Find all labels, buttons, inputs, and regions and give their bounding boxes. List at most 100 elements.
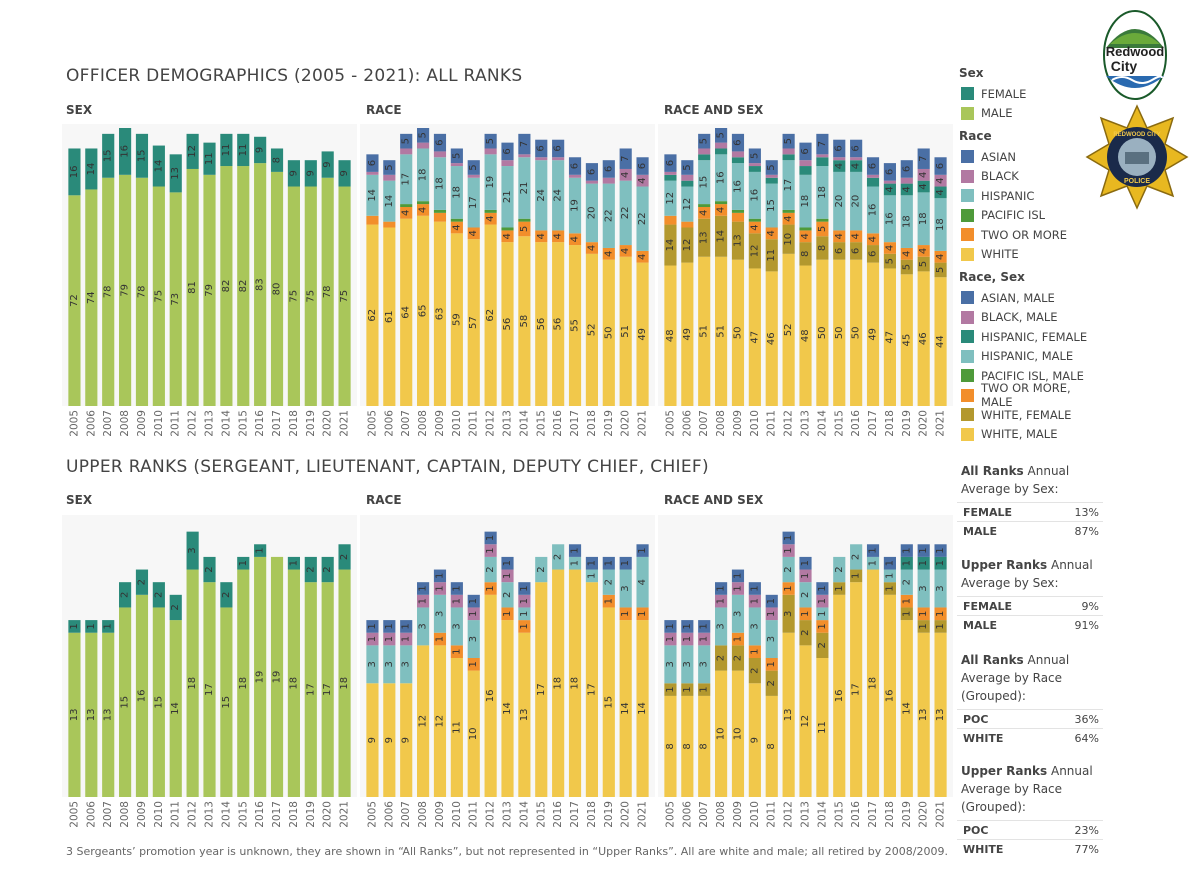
bar-segment[interactable] — [467, 658, 480, 671]
bar-segment[interactable] — [220, 607, 233, 797]
bar-segment[interactable] — [321, 582, 334, 797]
bar-segment[interactable] — [731, 645, 745, 671]
bar-segment[interactable] — [619, 256, 632, 406]
bar-segment[interactable] — [731, 163, 745, 210]
bar-segment[interactable] — [450, 233, 463, 406]
bar-segment[interactable] — [417, 148, 430, 202]
bar-segment[interactable] — [518, 594, 531, 608]
bar-segment[interactable] — [270, 171, 284, 406]
bar-segment[interactable] — [748, 218, 761, 222]
legend-item-black[interactable]: BLACK — [957, 167, 1097, 187]
bar-segment[interactable] — [731, 259, 745, 406]
bar-segment[interactable] — [383, 620, 396, 633]
bar-segment[interactable] — [866, 233, 880, 246]
bar-segment[interactable] — [552, 230, 565, 243]
bar-segment[interactable] — [383, 632, 396, 646]
bar-segment[interactable] — [450, 658, 463, 797]
bar-segment[interactable] — [484, 209, 497, 213]
bar-segment[interactable] — [883, 268, 896, 406]
bar-segment[interactable] — [900, 544, 913, 557]
bar-segment[interactable] — [799, 242, 812, 266]
legend-item-white-female[interactable]: WHITE, FEMALE — [957, 405, 1097, 425]
bar-segment[interactable] — [417, 128, 430, 143]
bar-segment[interactable] — [934, 556, 947, 570]
bar-segment[interactable] — [383, 227, 396, 406]
bar-segment[interactable] — [383, 683, 396, 797]
bar-segment[interactable] — [917, 632, 930, 797]
bar-segment[interactable] — [833, 242, 846, 260]
bar-segment[interactable] — [715, 645, 728, 671]
bar-segment[interactable] — [681, 221, 694, 228]
bar-segment[interactable] — [585, 556, 598, 570]
bar-segment[interactable] — [681, 695, 694, 797]
bar-segment[interactable] — [850, 544, 863, 570]
bar-segment[interactable] — [619, 556, 632, 570]
bar-segment[interactable] — [765, 607, 778, 621]
bar-segment[interactable] — [900, 569, 913, 595]
bar-segment[interactable] — [748, 163, 761, 167]
bar-segment[interactable] — [765, 658, 778, 671]
bar-segment[interactable] — [698, 207, 711, 219]
bar-segment[interactable] — [731, 212, 745, 222]
bar-segment[interactable] — [681, 180, 694, 187]
bar-segment[interactable] — [338, 160, 351, 187]
bar-segment[interactable] — [366, 645, 379, 684]
bar-segment[interactable] — [85, 620, 98, 633]
legend-item-hispanic-female[interactable]: HISPANIC, FEMALE — [957, 327, 1097, 347]
bar-segment[interactable] — [417, 142, 430, 149]
bar-segment[interactable] — [366, 683, 379, 797]
bar-segment[interactable] — [433, 133, 447, 152]
bar-segment[interactable] — [698, 632, 711, 646]
bar-segment[interactable] — [433, 157, 447, 210]
bar-segment[interactable] — [518, 218, 531, 222]
bar-segment[interactable] — [518, 221, 531, 237]
bar-segment[interactable] — [681, 174, 694, 181]
bar-segment[interactable] — [917, 168, 930, 181]
bar-segment[interactable] — [518, 236, 531, 406]
bar-segment[interactable] — [850, 242, 863, 260]
bar-segment[interactable] — [68, 620, 81, 633]
bar-segment[interactable] — [900, 594, 913, 608]
bar-segment[interactable] — [782, 582, 795, 595]
bar-segment[interactable] — [135, 133, 149, 178]
bar-segment[interactable] — [501, 620, 514, 797]
bar-segment[interactable] — [782, 209, 795, 213]
bar-segment[interactable] — [237, 569, 250, 797]
bar-segment[interactable] — [602, 556, 615, 570]
bar-segment[interactable] — [765, 271, 778, 406]
bar-segment[interactable] — [619, 569, 632, 608]
bar-segment[interactable] — [731, 157, 745, 164]
bar-segment[interactable] — [535, 556, 548, 583]
bar-segment[interactable] — [254, 136, 267, 164]
bar-segment[interactable] — [417, 215, 430, 406]
bar-segment[interactable] — [535, 157, 548, 161]
bar-segment[interactable] — [782, 556, 795, 583]
legend-item-white[interactable]: WHITE — [957, 245, 1097, 265]
bar-segment[interactable] — [917, 180, 930, 193]
bar-segment[interactable] — [833, 582, 846, 595]
bar-segment[interactable] — [152, 607, 165, 797]
bar-segment[interactable] — [883, 242, 896, 254]
bar-segment[interactable] — [850, 160, 863, 172]
bar-segment[interactable] — [237, 556, 250, 570]
bar-segment[interactable] — [833, 157, 846, 161]
bar-segment[interactable] — [102, 620, 115, 633]
bar-segment[interactable] — [799, 265, 812, 406]
bar-segment[interactable] — [816, 259, 829, 406]
bar-segment[interactable] — [748, 658, 761, 684]
bar-segment[interactable] — [900, 195, 913, 248]
bar-segment[interactable] — [484, 224, 497, 406]
bar-segment[interactable] — [270, 556, 284, 797]
bar-segment[interactable] — [220, 582, 233, 608]
bar-segment[interactable] — [715, 256, 728, 406]
bar-segment[interactable] — [917, 148, 930, 169]
bar-segment[interactable] — [816, 157, 829, 167]
bar-segment[interactable] — [68, 632, 81, 797]
bar-segment[interactable] — [748, 582, 761, 595]
bar-segment[interactable] — [664, 695, 677, 797]
bar-segment[interactable] — [934, 174, 947, 187]
legend-item-asian[interactable]: ASIAN — [957, 147, 1097, 167]
bar-segment[interactable] — [681, 645, 694, 684]
bar-segment[interactable] — [636, 157, 649, 175]
bar-segment[interactable] — [467, 670, 480, 797]
